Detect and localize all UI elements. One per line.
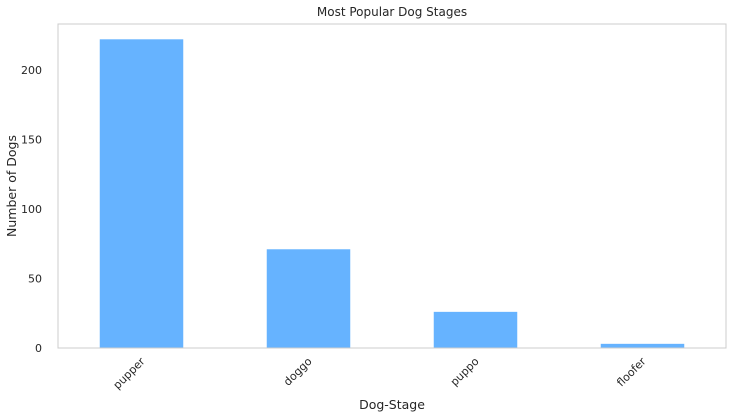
bar-pupper — [99, 39, 184, 349]
y-tick-label-200: 200 — [21, 64, 42, 77]
x-tick-label-pupper: pupper — [111, 355, 148, 392]
y-tick-label-0: 0 — [35, 342, 42, 355]
x-tick-label-floofer: floofer — [614, 355, 649, 390]
plot-frame — [57, 23, 727, 349]
y-axis-label: Number of Dogs — [4, 135, 19, 237]
y-axis-ticks: 0 50 100 150 200 — [21, 64, 42, 355]
bars-group — [99, 39, 685, 349]
bar-puppo — [433, 311, 518, 348]
bar-doggo — [266, 249, 351, 348]
bar-floofer — [600, 343, 685, 348]
x-axis-ticks: pupper doggo puppo floofer — [111, 355, 649, 392]
x-tick-label-doggo: doggo — [281, 355, 315, 389]
x-tick-label-puppo: puppo — [448, 355, 482, 389]
y-tick-label-150: 150 — [21, 133, 42, 146]
y-tick-label-50: 50 — [28, 272, 42, 285]
y-tick-label-100: 100 — [21, 203, 42, 216]
x-axis-label: Dog-Stage — [359, 397, 425, 412]
chart-title: Most Popular Dog Stages — [317, 5, 467, 19]
